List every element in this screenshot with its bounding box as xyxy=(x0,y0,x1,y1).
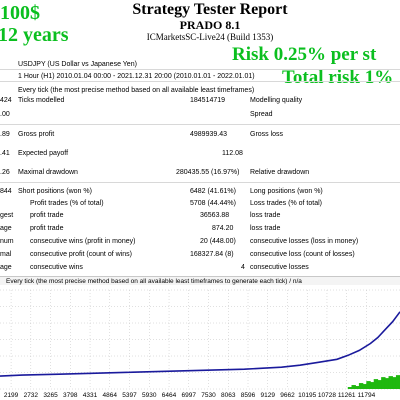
expected-payoff-label: Expected payoff xyxy=(18,150,69,157)
gross-loss-label: Gross loss xyxy=(250,131,284,138)
profit-trades-value: 5708 (44.44%) xyxy=(190,200,236,207)
maximal-label: mal xyxy=(0,251,12,258)
x-tick-label: 4864 xyxy=(103,392,118,399)
x-tick-label: 6997 xyxy=(182,392,197,399)
row-divider xyxy=(0,124,400,125)
net-profit-value: .89 xyxy=(0,131,10,138)
x-tick-label: 3798 xyxy=(63,392,78,399)
absolute-drawdown-value: .26 xyxy=(0,169,10,176)
ticks-value: 184514719 xyxy=(190,97,226,104)
volume-bar xyxy=(395,375,400,389)
x-tick-label: 10728 xyxy=(318,392,336,399)
volume-bar xyxy=(381,377,386,389)
report-title: Strategy Tester Report xyxy=(132,1,288,18)
period-value: 1 Hour (H1) 2010.01.04 00:00 - 2021.12.3… xyxy=(18,73,255,80)
deposit-overlay: 100$ xyxy=(0,2,40,24)
loss-trades-label: Loss trades (% of total) xyxy=(250,200,322,207)
average-loss-label: loss trade xyxy=(250,225,281,232)
x-tick-label: 3265 xyxy=(43,392,58,399)
largest-profit-value: 36563.88 xyxy=(200,212,230,219)
maximum-label: num xyxy=(0,238,14,245)
chart-header: Every tick (the most precise method base… xyxy=(0,276,400,285)
volume-bar xyxy=(370,382,375,389)
expected-payoff-value: 112.08 xyxy=(222,150,243,157)
volume-bar xyxy=(388,376,393,389)
max-consecutive-wins-value: 20 (448.00) xyxy=(200,238,236,245)
balance-line xyxy=(0,311,400,377)
avg-consecutive-wins-value: 4 xyxy=(241,264,245,271)
x-tick-label: 9662 xyxy=(280,392,295,399)
maximal-drawdown-value: 280435.55 (16.97%) xyxy=(176,169,240,176)
x-tick-label: 9129 xyxy=(261,392,276,399)
avg-consecutive-wins-label: consecutive wins xyxy=(30,264,83,271)
row-divider xyxy=(0,69,400,70)
maximal-consecutive-profit-label: consecutive profit (count of wins) xyxy=(30,251,132,258)
volume-bar xyxy=(358,383,364,389)
volume-bar xyxy=(373,379,379,389)
largest-loss-label: loss trade xyxy=(250,212,281,219)
short-positions-value: 6482 (41.61%) xyxy=(190,188,236,195)
profit-factor-value: .41 xyxy=(0,150,10,157)
max-consecutive-wins-label: consecutive wins (profit in money) xyxy=(30,238,136,245)
profit-trades-label: Profit trades (% of total) xyxy=(30,200,104,207)
volume-bar xyxy=(347,387,353,389)
volume-bar xyxy=(392,377,397,389)
volume-bar xyxy=(377,380,382,389)
row-divider xyxy=(0,81,400,82)
x-tick-label: 5930 xyxy=(142,392,157,399)
expert-name: PRADO 8.1 xyxy=(179,18,241,32)
row-divider xyxy=(0,182,400,183)
initial-deposit-value: .00 xyxy=(0,111,10,118)
risk-per-trade-overlay: Risk 0.25% per st xyxy=(232,44,377,65)
average-consecutive-label: age xyxy=(0,264,12,271)
maximal-consecutive-profit-value: 168327.84 (8) xyxy=(190,251,234,258)
x-tick-label: 4331 xyxy=(83,392,98,399)
volume-bar xyxy=(384,378,390,389)
volume-bar xyxy=(362,384,368,389)
avg-consecutive-losses-label: consecutive losses xyxy=(250,264,309,271)
x-tick-label: 10195 xyxy=(298,392,316,399)
maximal-consecutive-loss-label: consecutive loss (count of losses) xyxy=(250,251,355,258)
volume-bar xyxy=(351,385,356,389)
symbol-value: USDJPY (US Dollar vs Japanese Yen) xyxy=(18,61,137,68)
gross-profit-label: Gross profit xyxy=(18,131,55,138)
average-profit-label: profit trade xyxy=(30,225,64,232)
modelling-quality-label: Modelling quality xyxy=(250,97,303,104)
spread-label: Spread xyxy=(250,111,273,118)
x-tick-label: 7530 xyxy=(201,392,216,399)
volume-bar xyxy=(366,381,371,389)
volume-bar xyxy=(355,386,360,389)
x-tick-label: 8596 xyxy=(241,392,256,399)
largest-label: gest xyxy=(0,212,14,219)
short-positions-label: Short positions (won %) xyxy=(18,188,92,195)
gross-profit-value: 4989939.43 xyxy=(190,131,227,138)
total-risk-overlay: Total risk 1% xyxy=(282,67,394,88)
relative-drawdown-label: Relative drawdown xyxy=(250,169,310,176)
maximal-drawdown-label: Maximal drawdown xyxy=(18,169,78,176)
average-label: age xyxy=(0,225,12,232)
model-value: Every tick (the most precise method base… xyxy=(18,87,255,94)
x-tick-label: 2199 xyxy=(4,392,19,399)
average-profit-value: 874.20 xyxy=(212,225,234,232)
total-trades-value: 844 xyxy=(0,188,12,195)
x-tick-label: 11261 xyxy=(338,392,356,399)
largest-profit-label: profit trade xyxy=(30,212,64,219)
ticks-label: Ticks modelled xyxy=(18,97,65,104)
years-overlay: 12 years xyxy=(0,24,69,46)
x-tick-label: 11794 xyxy=(358,392,376,399)
x-tick-label: 2732 xyxy=(24,392,39,399)
server-info: ICMarketsSC-Live24 (Build 1353) xyxy=(146,32,274,42)
long-positions-label: Long positions (won %) xyxy=(250,188,323,195)
x-tick-label: 8063 xyxy=(221,392,236,399)
max-consecutive-losses-label: consecutive losses (loss in money) xyxy=(250,238,359,245)
bars-value: 424 xyxy=(0,97,12,104)
balance-chart: 2199 2732 3265 3798 4331 4864 5397 5930 6464 6997… xyxy=(0,286,400,400)
x-tick-label: 5397 xyxy=(122,392,137,399)
x-tick-label: 6464 xyxy=(162,392,177,399)
